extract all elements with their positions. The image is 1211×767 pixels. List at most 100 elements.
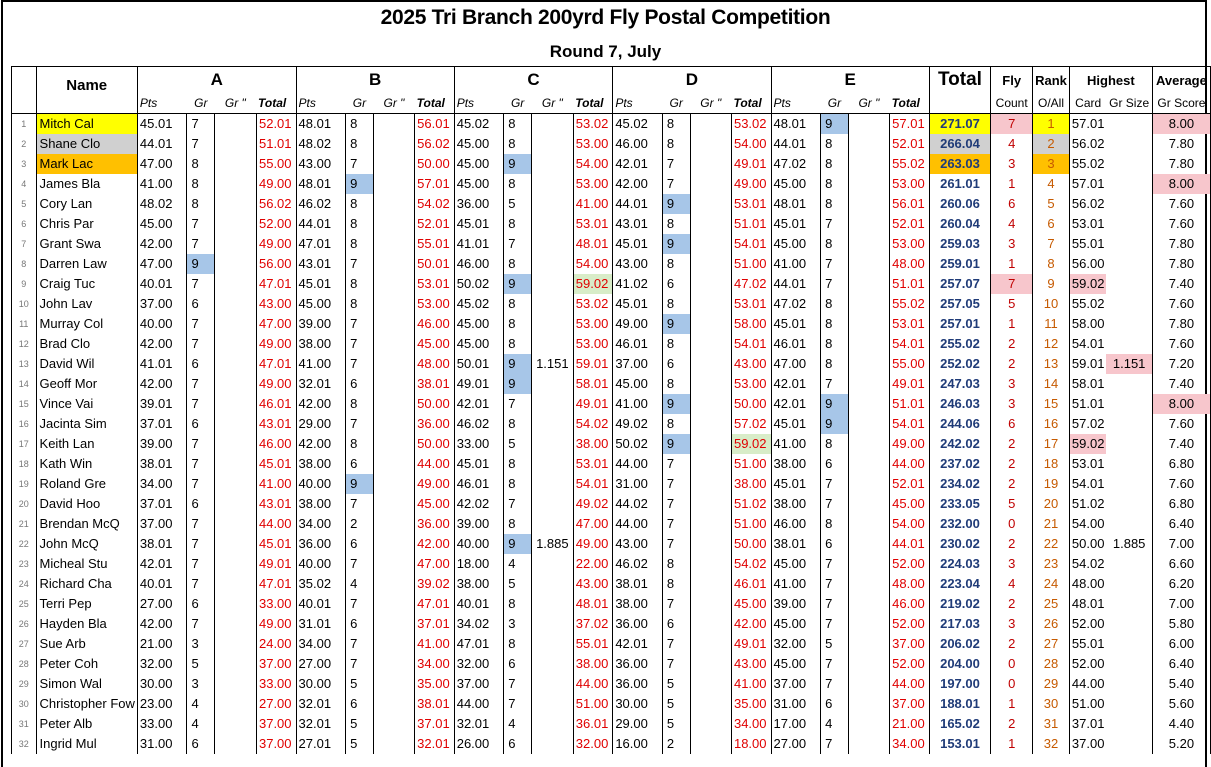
target-c-group[interactable]: 4: [503, 713, 532, 734]
target-c-total[interactable]: 48.01: [572, 593, 613, 614]
target-c-points[interactable]: 45.00: [453, 173, 504, 194]
target-b-group[interactable]: 8: [345, 293, 374, 314]
target-d-group-size[interactable]: [690, 534, 731, 554]
target-e-points[interactable]: 41.00: [770, 433, 821, 454]
target-a-total[interactable]: 49.00: [255, 173, 297, 194]
row-number[interactable]: 16: [11, 413, 37, 434]
target-e-points[interactable]: 47.02: [770, 153, 821, 174]
target-d-points[interactable]: 43.00: [612, 253, 663, 274]
highest-group-size[interactable]: [1106, 414, 1152, 434]
target-e-total[interactable]: 44.01: [889, 533, 930, 554]
target-a-group[interactable]: 7: [186, 453, 216, 474]
target-a-group-size[interactable]: [215, 734, 256, 754]
target-c-total[interactable]: 59.02: [572, 273, 613, 294]
target-e-group-size[interactable]: [848, 134, 889, 154]
target-b-total[interactable]: 54.02: [414, 193, 455, 214]
target-a-group[interactable]: 3: [186, 633, 216, 654]
row-number[interactable]: 25: [11, 593, 37, 614]
target-b-points[interactable]: 39.00: [295, 313, 346, 334]
target-b-group-size[interactable]: [373, 334, 414, 354]
target-e-points[interactable]: 31.00: [770, 693, 821, 714]
target-d-group-size[interactable]: [690, 474, 731, 494]
target-c-group[interactable]: 8: [503, 113, 532, 134]
row-number[interactable]: 9: [11, 273, 37, 294]
target-d-points[interactable]: 44.02: [612, 493, 663, 514]
target-c-total[interactable]: 58.01: [572, 373, 613, 394]
target-e-group[interactable]: 6: [820, 693, 849, 714]
target-d-total[interactable]: 35.00: [730, 693, 772, 714]
overall-rank[interactable]: 26: [1032, 613, 1070, 634]
target-d-points[interactable]: 38.00: [612, 593, 663, 614]
target-b-group-size[interactable]: [373, 174, 414, 194]
target-e-total[interactable]: 37.00: [889, 633, 930, 654]
target-a-group[interactable]: 6: [186, 733, 216, 754]
overall-rank[interactable]: 21: [1032, 513, 1070, 534]
row-number[interactable]: 2: [11, 133, 37, 154]
target-e-group-size[interactable]: [848, 394, 889, 414]
target-a-group[interactable]: 4: [186, 713, 216, 734]
target-c-group-size[interactable]: [531, 594, 573, 614]
target-b-points[interactable]: 34.00: [295, 633, 346, 654]
target-d-group[interactable]: 8: [661, 133, 691, 154]
target-c-group-size[interactable]: [531, 614, 573, 634]
highest-group-size[interactable]: [1106, 394, 1152, 414]
fly-count[interactable]: 7: [990, 113, 1033, 134]
row-number[interactable]: 10: [11, 293, 37, 314]
target-c-points[interactable]: 45.00: [453, 333, 504, 354]
overall-rank[interactable]: 32: [1032, 733, 1070, 754]
shooter-name[interactable]: Darren Law: [35, 253, 138, 274]
target-b-group[interactable]: 8: [345, 433, 374, 454]
target-c-group[interactable]: 7: [503, 233, 532, 254]
highest-group-size[interactable]: 1.885: [1112, 536, 1146, 551]
target-c-group-size[interactable]: [531, 674, 573, 694]
target-b-group[interactable]: 6: [345, 453, 374, 474]
target-c-group-size[interactable]: [531, 174, 573, 194]
target-d-points[interactable]: 44.00: [612, 453, 663, 474]
target-a-group-size[interactable]: [215, 274, 256, 294]
overall-rank[interactable]: 10: [1032, 293, 1070, 314]
fly-count[interactable]: 1: [990, 733, 1033, 754]
target-c-group-size[interactable]: [531, 274, 573, 294]
target-e-points[interactable]: 38.01: [770, 533, 821, 554]
target-a-group-size[interactable]: [215, 254, 256, 274]
target-d-group-size[interactable]: [690, 654, 731, 674]
target-c-points[interactable]: 49.01: [453, 373, 504, 394]
target-b-group[interactable]: 8: [345, 213, 374, 234]
target-a-points[interactable]: 47.00: [136, 253, 187, 274]
target-a-group[interactable]: 7: [186, 233, 216, 254]
target-c-group[interactable]: 8: [503, 593, 532, 614]
target-a-points[interactable]: 27.00: [136, 593, 187, 614]
target-a-total[interactable]: 52.00: [255, 213, 297, 234]
target-d-group-size[interactable]: [690, 454, 731, 474]
target-b-group[interactable]: 7: [345, 153, 374, 174]
target-b-group[interactable]: 9: [345, 173, 374, 194]
target-b-group-size[interactable]: [373, 554, 414, 574]
target-a-total[interactable]: 27.00: [255, 693, 297, 714]
overall-rank[interactable]: 23: [1032, 553, 1070, 574]
target-d-group[interactable]: 8: [661, 113, 691, 134]
target-a-group[interactable]: 6: [186, 493, 216, 514]
target-b-points[interactable]: 43.01: [295, 253, 346, 274]
target-e-group[interactable]: 7: [820, 253, 849, 274]
target-b-total[interactable]: 44.00: [414, 453, 455, 474]
target-d-total[interactable]: 54.02: [730, 553, 772, 574]
target-e-total[interactable]: 52.01: [889, 133, 930, 154]
grand-total[interactable]: 188.01: [928, 693, 991, 714]
target-e-group-size[interactable]: [848, 454, 889, 474]
target-c-group[interactable]: 5: [503, 193, 532, 214]
target-a-total[interactable]: 45.01: [255, 533, 297, 554]
target-b-total[interactable]: 56.02: [414, 133, 455, 154]
fly-count[interactable]: 2: [990, 593, 1033, 614]
target-e-total[interactable]: 53.00: [889, 233, 930, 254]
target-d-group[interactable]: 7: [661, 153, 691, 174]
target-c-group-size[interactable]: [531, 294, 573, 314]
target-b-group[interactable]: 6: [345, 533, 374, 554]
target-c-total[interactable]: 53.00: [572, 133, 613, 154]
target-b-group[interactable]: 7: [345, 593, 374, 614]
average-group-score[interactable]: 8.00: [1151, 393, 1211, 414]
target-a-group-size[interactable]: [215, 434, 256, 454]
average-group-score[interactable]: 7.60: [1151, 473, 1211, 494]
row-number[interactable]: 14: [11, 373, 37, 394]
target-a-total[interactable]: 46.00: [255, 433, 297, 454]
fly-count[interactable]: 6: [990, 193, 1033, 214]
